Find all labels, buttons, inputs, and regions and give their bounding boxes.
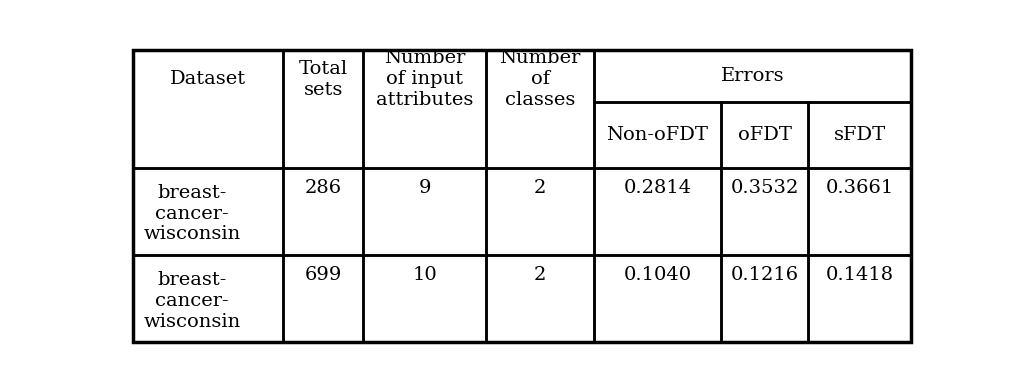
Bar (363, 168, 486, 255)
Bar (486, 255, 594, 342)
Text: 2: 2 (534, 266, 546, 284)
Text: 10: 10 (412, 266, 437, 284)
Bar (283, 255, 363, 342)
Text: Dataset: Dataset (171, 70, 247, 88)
Text: 2: 2 (534, 178, 546, 197)
Bar (594, 255, 722, 342)
Text: 0.1216: 0.1216 (731, 266, 799, 284)
Bar (722, 102, 809, 168)
Bar (486, 168, 594, 255)
Text: 0.3661: 0.3661 (825, 178, 894, 197)
Bar (283, 50, 363, 168)
Text: 699: 699 (304, 266, 342, 284)
Bar (809, 102, 911, 168)
Bar (722, 255, 809, 342)
Text: 286: 286 (304, 178, 342, 197)
Text: Total
sets: Total sets (298, 60, 348, 99)
Bar (722, 168, 809, 255)
Text: Errors: Errors (721, 67, 785, 85)
Bar (594, 168, 722, 255)
Text: Number
of input
attributes: Number of input attributes (377, 49, 474, 109)
Text: breast-
cancer-
wisconsin: breast- cancer- wisconsin (144, 271, 241, 331)
Text: 0.2814: 0.2814 (623, 178, 691, 197)
Bar (594, 102, 722, 168)
Bar (133, 168, 283, 255)
Bar (283, 168, 363, 255)
Bar (133, 255, 283, 342)
Bar (594, 50, 911, 102)
Text: Number
of
classes: Number of classes (499, 49, 581, 109)
Text: 9: 9 (418, 178, 431, 197)
Text: 0.1418: 0.1418 (826, 266, 894, 284)
Text: sFDT: sFDT (833, 126, 886, 144)
Bar (363, 50, 486, 168)
Text: 0.3532: 0.3532 (731, 178, 799, 197)
Text: Non-oFDT: Non-oFDT (607, 126, 708, 144)
Bar (363, 255, 486, 342)
Bar (133, 50, 283, 168)
Bar (486, 50, 594, 168)
Text: breast-
cancer-
wisconsin: breast- cancer- wisconsin (144, 184, 241, 243)
Bar (809, 168, 911, 255)
Text: 0.1040: 0.1040 (623, 266, 691, 284)
Bar (809, 255, 911, 342)
Text: oFDT: oFDT (738, 126, 792, 144)
